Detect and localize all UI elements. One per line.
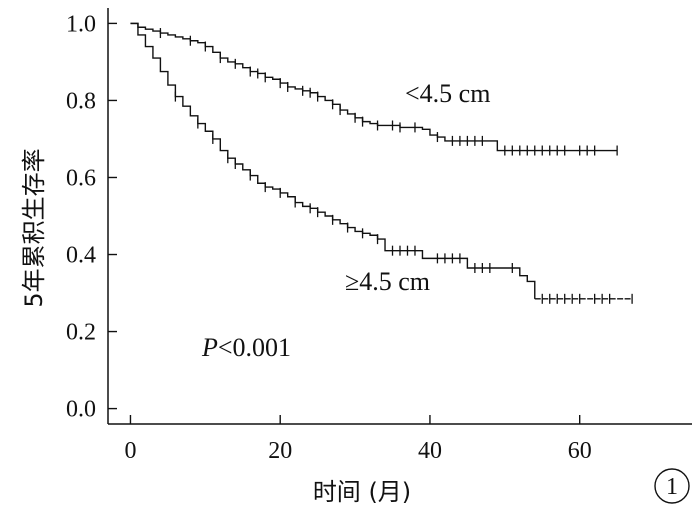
x-tick-label: 20 bbox=[268, 438, 292, 464]
y-tick-label: 0.4 bbox=[66, 243, 96, 269]
survival-curve-0 bbox=[130, 22, 618, 152]
y-axis-title: 5年累积生存率 bbox=[20, 148, 48, 307]
y-tick-label: 0.8 bbox=[66, 88, 96, 114]
figure-number-circle bbox=[654, 468, 690, 504]
p-value-annotation: P<0.001 bbox=[201, 333, 291, 362]
x-tick-label: 0 bbox=[124, 438, 136, 464]
p-value-text: <0.001 bbox=[218, 333, 291, 362]
x-axis-title: 时间 (月) bbox=[313, 478, 411, 506]
axes: 0.0 0.2 0.4 0.6 0.8 1.0 0 20 40 60 bbox=[66, 8, 692, 464]
x-tick-label: 60 bbox=[568, 438, 592, 464]
series-label-small-tumor: <4.5 cm bbox=[405, 79, 490, 108]
survival-curve-1 bbox=[130, 22, 536, 299]
figure-number: 1 bbox=[666, 474, 678, 500]
y-tick-label: 1.0 bbox=[66, 11, 96, 37]
p-value-symbol: P bbox=[201, 333, 218, 362]
y-tick-label: 0.0 bbox=[66, 397, 96, 423]
y-tick-label: 0.2 bbox=[66, 320, 96, 346]
labels-layer: 5年累积生存率 时间 (月) <4.5 cm ≥4.5 cm P<0.001 1 bbox=[20, 79, 690, 506]
y-tick-label: 0.6 bbox=[66, 165, 96, 191]
x-tick-label: 40 bbox=[418, 438, 442, 464]
series-label-large-tumor: ≥4.5 cm bbox=[345, 267, 430, 296]
series-layer bbox=[130, 22, 633, 304]
